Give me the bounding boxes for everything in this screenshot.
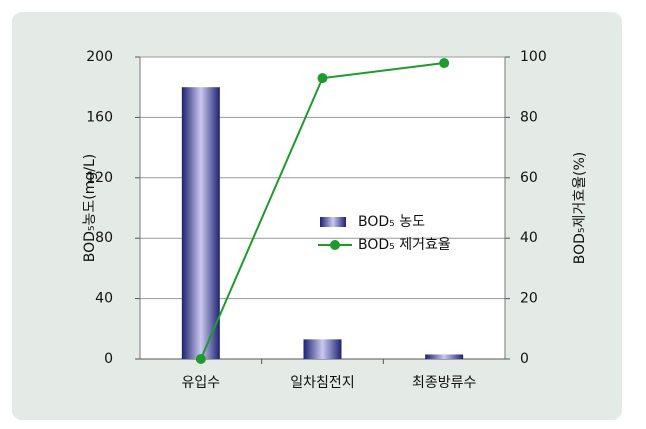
point xyxy=(439,58,450,69)
y-tick-label: 120 xyxy=(86,170,113,186)
x-tick-label: 유입수 xyxy=(182,375,221,391)
y-tick-label: 0 xyxy=(104,351,113,367)
y-tick-label: 80 xyxy=(95,230,113,246)
x-tick-label: 일차침전지 xyxy=(290,375,354,391)
point xyxy=(195,354,206,364)
y2-tick-label: 20 xyxy=(520,291,538,307)
y-axis-title: BOD₅농도(mg/L) xyxy=(82,154,98,263)
y-tick-label: 40 xyxy=(95,291,113,307)
y2-tick-label: 80 xyxy=(520,109,538,125)
y2-tick-label: 60 xyxy=(520,170,538,186)
legend-swatch xyxy=(330,240,340,250)
bar xyxy=(303,339,342,359)
point xyxy=(317,73,328,84)
y2-tick-label: 40 xyxy=(520,230,538,246)
bar xyxy=(181,87,220,359)
y2-axis-title: BOD₅제거효율(%) xyxy=(572,152,588,265)
y-tick-label: 200 xyxy=(86,49,113,65)
x-tick-label: 최종방류수 xyxy=(412,375,477,391)
y-tick-label: 160 xyxy=(86,109,113,125)
legend-swatch xyxy=(320,217,346,227)
legend-label: BOD₅ 제거효율 xyxy=(358,237,451,253)
y2-tick-label: 100 xyxy=(520,49,547,65)
legend-label: BOD₅ 농도 xyxy=(358,214,425,230)
y2-tick-label: 0 xyxy=(520,351,529,367)
bar xyxy=(425,354,464,359)
